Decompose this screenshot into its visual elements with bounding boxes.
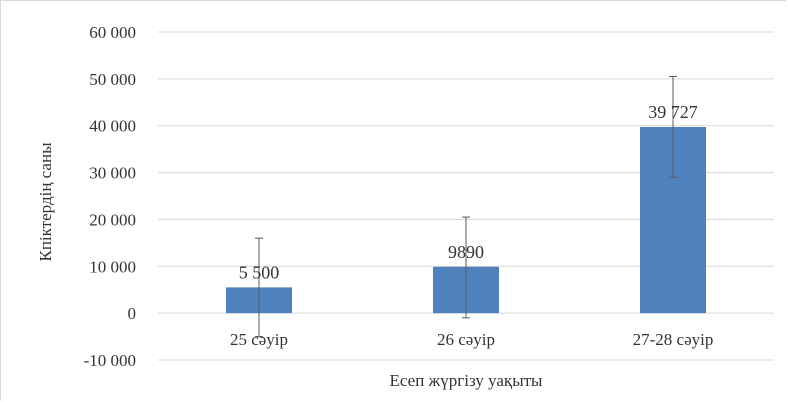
y-axis-title: Кпіктердің саны <box>36 142 55 262</box>
x-axis-title: Есеп жүргізу уақыты <box>390 371 544 390</box>
y-tick-label: -10 000 <box>84 351 136 370</box>
data-labels: 5 500 9890 39 727 <box>239 102 698 282</box>
y-tick-label: 50 000 <box>89 70 136 89</box>
data-label: 5 500 <box>239 262 280 282</box>
y-tick-labels: -10 000 0 10 000 20 000 30 000 40 000 50 000 60… <box>84 23 136 370</box>
y-tick-label: 20 000 <box>89 210 136 229</box>
data-label: 9890 <box>448 242 484 262</box>
category-labels: 25 сәуір 26 сәуір 27-28 сәуір <box>230 330 713 349</box>
y-tick-label: 10 000 <box>89 257 136 276</box>
y-tick-label: 60 000 <box>89 23 136 42</box>
category-label: 26 сәуір <box>437 330 495 349</box>
data-label: 39 727 <box>648 102 698 122</box>
y-tick-label: 40 000 <box>89 117 136 136</box>
y-tick-label: 30 000 <box>89 164 136 183</box>
category-label: 27-28 сәуір <box>633 330 714 349</box>
error-bars <box>255 76 677 338</box>
category-label: 25 сәуір <box>230 330 288 349</box>
y-tick-label: 0 <box>128 304 137 323</box>
